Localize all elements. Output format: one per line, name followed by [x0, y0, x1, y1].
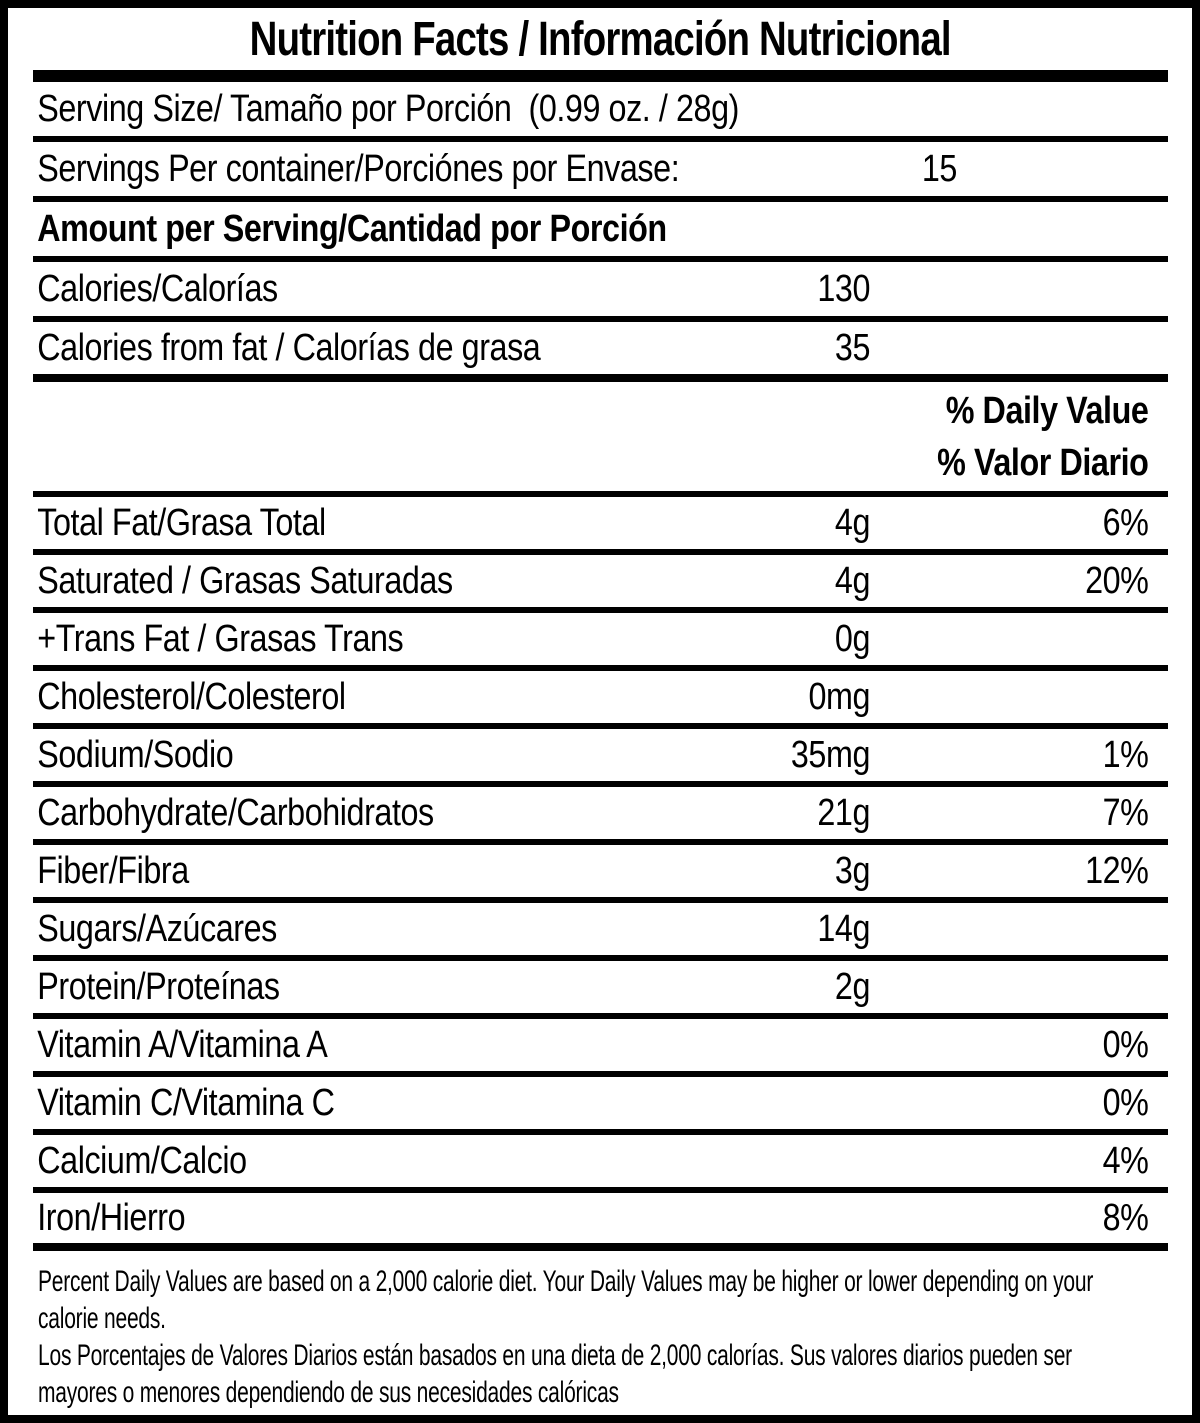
row-iron: Iron/Hierro 8% — [33, 1193, 1168, 1251]
fiber-value: 3g — [834, 849, 871, 892]
label-title: Nutrition Facts / Información Nutriciona… — [249, 12, 952, 66]
calories-label: Calories/Calorías — [37, 267, 278, 310]
row-calcium: Calcium/Calcio 4% — [33, 1135, 1168, 1193]
row-total-fat: Total Fat/Grasa Total 4g 6% — [33, 497, 1168, 555]
row-calories: Calories/Calorías 130 — [33, 262, 1168, 322]
vitamin-a-dv: 0% — [1102, 1023, 1149, 1066]
row-fiber: Fiber/Fibra 3g 12% — [33, 845, 1168, 903]
carbohydrate-label: Carbohydrate/Carbohidratos — [37, 791, 434, 834]
row-trans-fat: +Trans Fat / Grasas Trans 0g — [33, 613, 1168, 671]
daily-value-header-es: % Valor Diario — [937, 441, 1149, 484]
protein-label: Protein/Proteínas — [37, 965, 280, 1008]
calories-value: 130 — [817, 267, 870, 310]
carbohydrate-dv: 7% — [1102, 791, 1149, 834]
protein-value: 2g — [834, 965, 871, 1008]
daily-value-header-en: % Daily Value — [945, 389, 1149, 432]
cholesterol-value: 0mg — [808, 675, 870, 718]
serving-size-label: Serving Size/ Tamaño por Porción (0.99 o… — [37, 87, 739, 130]
total-fat-dv: 6% — [1102, 501, 1149, 544]
calcium-label: Calcium/Calcio — [37, 1139, 247, 1182]
sodium-dv: 1% — [1102, 733, 1149, 776]
total-fat-label: Total Fat/Grasa Total — [37, 501, 326, 544]
row-sodium: Sodium/Sodio 35mg 1% — [33, 729, 1168, 787]
fiber-label: Fiber/Fibra — [37, 849, 189, 892]
row-servings-per-container: Servings Per container/Porciónes por Env… — [33, 142, 1168, 202]
amount-per-serving-label: Amount per Serving/Cantidad por Porción — [37, 207, 667, 250]
daily-value-header: % Daily Value % Valor Diario — [33, 382, 1168, 497]
title-divider-bar — [33, 70, 1168, 82]
row-protein: Protein/Proteínas 2g — [33, 961, 1168, 1019]
saturated-fat-value: 4g — [834, 559, 871, 602]
iron-label: Iron/Hierro — [37, 1196, 186, 1239]
row-serving-size: Serving Size/ Tamaño por Porción (0.99 o… — [33, 82, 1168, 142]
sodium-value: 35mg — [790, 733, 871, 776]
cholesterol-label: Cholesterol/Colesterol — [37, 675, 346, 718]
daily-value-footnote: Percent Daily Values are based on a 2,00… — [33, 1251, 1168, 1411]
row-vitamin-c: Vitamin C/Vitamina C 0% — [33, 1077, 1168, 1135]
servings-per-container-value: 15 — [922, 147, 958, 190]
vitamin-a-label: Vitamin A/Vitamina A — [37, 1023, 328, 1066]
row-saturated-fat: Saturated / Grasas Saturadas 4g 20% — [33, 555, 1168, 613]
label-content: Nutrition Facts / Información Nutriciona… — [33, 8, 1168, 1411]
footnote-en-line-2: calorie needs. — [38, 1302, 166, 1335]
vitamin-c-label: Vitamin C/Vitamina C — [37, 1081, 335, 1124]
calcium-dv: 4% — [1102, 1139, 1149, 1182]
row-calories-from-fat: Calories from fat / Calorías de grasa 35 — [33, 322, 1168, 382]
trans-fat-label: +Trans Fat / Grasas Trans — [37, 617, 404, 660]
calories-from-fat-label: Calories from fat / Calorías de grasa — [37, 326, 541, 369]
row-sugars: Sugars/Azúcares 14g — [33, 903, 1168, 961]
saturated-fat-dv: 20% — [1085, 559, 1149, 602]
iron-dv: 8% — [1102, 1196, 1149, 1239]
servings-per-container-label: Servings Per container/Porciónes por Env… — [37, 147, 680, 190]
sugars-value: 14g — [817, 907, 870, 950]
trans-fat-value: 0g — [834, 617, 871, 660]
calories-from-fat-value: 35 — [834, 326, 871, 369]
footnote-es-line-1: Los Porcentajes de Valores Diarios están… — [38, 1339, 1072, 1372]
label-header: Nutrition Facts / Información Nutriciona… — [33, 8, 1168, 70]
fiber-dv: 12% — [1085, 849, 1149, 892]
vitamin-c-dv: 0% — [1102, 1081, 1149, 1124]
sugars-label: Sugars/Azúcares — [37, 907, 277, 950]
footnote-es-line-2: mayores o menores dependiendo de sus nec… — [38, 1376, 619, 1409]
total-fat-value: 4g — [834, 501, 871, 544]
row-amount-per-serving: Amount per Serving/Cantidad por Porción — [33, 202, 1168, 262]
carbohydrate-value: 21g — [817, 791, 870, 834]
row-carbohydrate: Carbohydrate/Carbohidratos 21g 7% — [33, 787, 1168, 845]
sodium-label: Sodium/Sodio — [37, 733, 234, 776]
saturated-fat-label: Saturated / Grasas Saturadas — [37, 559, 453, 602]
footnote-en-line-1: Percent Daily Values are based on a 2,00… — [38, 1265, 1094, 1298]
row-vitamin-a: Vitamin A/Vitamina A 0% — [33, 1019, 1168, 1077]
row-cholesterol: Cholesterol/Colesterol 0mg — [33, 671, 1168, 729]
